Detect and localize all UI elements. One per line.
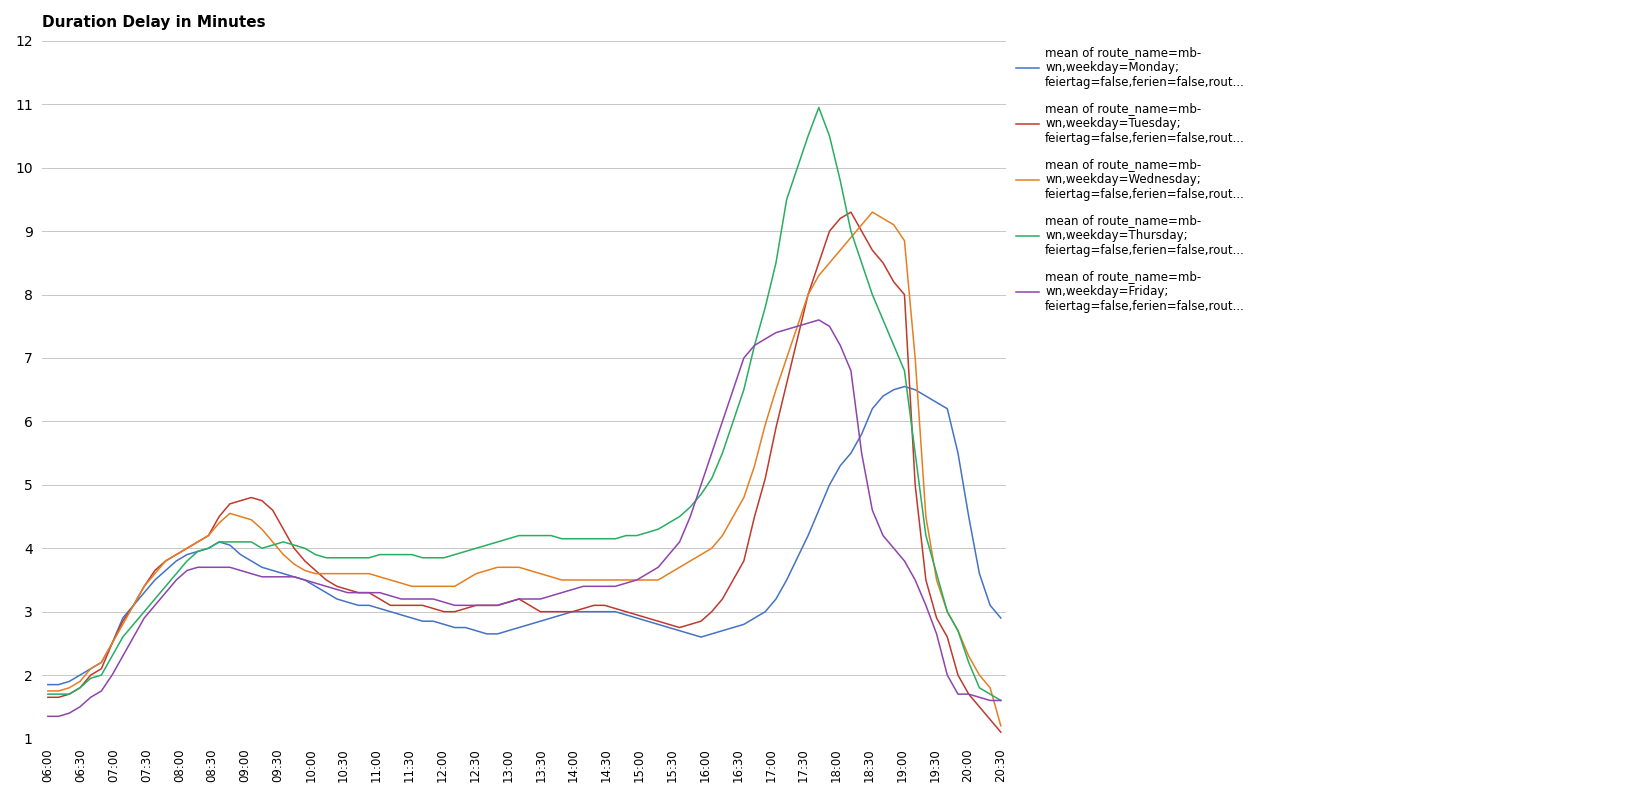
mean of route_name=mb-
wn,weekday=Thursday;
feiertag=false,ferien=false,rout... bbox=[38, 689, 57, 699]
mean of route_name=mb-
wn,weekday=Monday;
feiertag=false,ferien=false,rout... bbox=[851, 430, 871, 439]
mean of route_name=mb-
wn,weekday=Wednesday;
feiertag=false,ferien=false,rout... bbox=[863, 207, 882, 217]
mean of route_name=mb-
wn,weekday=Wednesday;
feiertag=false,ferien=false,rout... bbox=[992, 721, 1011, 731]
mean of route_name=mb-
wn,weekday=Monday;
feiertag=false,ferien=false,rout... bbox=[167, 556, 186, 566]
mean of route_name=mb-
wn,weekday=Friday;
feiertag=false,ferien=false,rout... bbox=[842, 366, 861, 375]
mean of route_name=mb-
wn,weekday=Monday;
feiertag=false,ferien=false,rout... bbox=[327, 595, 346, 604]
mean of route_name=mb-
wn,weekday=Friday;
feiertag=false,ferien=false,rout... bbox=[992, 696, 1011, 705]
mean of route_name=mb-
wn,weekday=Tuesday;
feiertag=false,ferien=false,rout... bbox=[863, 245, 882, 255]
mean of route_name=mb-
wn,weekday=Wednesday;
feiertag=false,ferien=false,rout... bbox=[851, 220, 871, 230]
mean of route_name=mb-
wn,weekday=Wednesday;
feiertag=false,ferien=false,rout... bbox=[959, 651, 979, 661]
mean of route_name=mb-
wn,weekday=Wednesday;
feiertag=false,ferien=false,rout... bbox=[703, 544, 722, 553]
mean of route_name=mb-
wn,weekday=Friday;
feiertag=false,ferien=false,rout... bbox=[327, 585, 346, 595]
mean of route_name=mb-
wn,weekday=Wednesday;
feiertag=false,ferien=false,rout... bbox=[38, 686, 57, 696]
mean of route_name=mb-
wn,weekday=Tuesday;
feiertag=false,ferien=false,rout... bbox=[830, 214, 850, 223]
mean of route_name=mb-
wn,weekday=Friday;
feiertag=false,ferien=false,rout... bbox=[38, 712, 57, 721]
mean of route_name=mb-
wn,weekday=Tuesday;
feiertag=false,ferien=false,rout... bbox=[703, 607, 722, 616]
mean of route_name=mb-
wn,weekday=Friday;
feiertag=false,ferien=false,rout... bbox=[809, 315, 828, 324]
mean of route_name=mb-
wn,weekday=Wednesday;
feiertag=false,ferien=false,rout... bbox=[327, 569, 346, 579]
mean of route_name=mb-
wn,weekday=Monday;
feiertag=false,ferien=false,rout... bbox=[38, 680, 57, 689]
mean of route_name=mb-
wn,weekday=Tuesday;
feiertag=false,ferien=false,rout... bbox=[327, 582, 346, 591]
Text: Duration Delay in Minutes: Duration Delay in Minutes bbox=[42, 15, 266, 30]
mean of route_name=mb-
wn,weekday=Wednesday;
feiertag=false,ferien=false,rout... bbox=[830, 245, 850, 255]
mean of route_name=mb-
wn,weekday=Thursday;
feiertag=false,ferien=false,rout... bbox=[863, 290, 882, 300]
mean of route_name=mb-
wn,weekday=Friday;
feiertag=false,ferien=false,rout... bbox=[863, 505, 882, 515]
mean of route_name=mb-
wn,weekday=Tuesday;
feiertag=false,ferien=false,rout... bbox=[167, 550, 186, 559]
mean of route_name=mb-
wn,weekday=Tuesday;
feiertag=false,ferien=false,rout... bbox=[38, 693, 57, 702]
mean of route_name=mb-
wn,weekday=Thursday;
feiertag=false,ferien=false,rout... bbox=[167, 569, 186, 579]
mean of route_name=mb-
wn,weekday=Friday;
feiertag=false,ferien=false,rout... bbox=[167, 575, 186, 585]
mean of route_name=mb-
wn,weekday=Tuesday;
feiertag=false,ferien=false,rout... bbox=[842, 207, 861, 217]
mean of route_name=mb-
wn,weekday=Thursday;
feiertag=false,ferien=false,rout... bbox=[703, 473, 722, 483]
Line: mean of route_name=mb-
wn,weekday=Wednesday;
feiertag=false,ferien=false,rout...: mean of route_name=mb- wn,weekday=Wednes… bbox=[47, 212, 1002, 726]
mean of route_name=mb-
wn,weekday=Thursday;
feiertag=false,ferien=false,rout... bbox=[992, 696, 1011, 705]
mean of route_name=mb-
wn,weekday=Friday;
feiertag=false,ferien=false,rout... bbox=[703, 449, 722, 458]
mean of route_name=mb-
wn,weekday=Wednesday;
feiertag=false,ferien=false,rout... bbox=[167, 550, 186, 559]
Line: mean of route_name=mb-
wn,weekday=Friday;
feiertag=false,ferien=false,rout...: mean of route_name=mb- wn,weekday=Friday… bbox=[47, 320, 1002, 717]
Line: mean of route_name=mb-
wn,weekday=Tuesday;
feiertag=false,ferien=false,rout...: mean of route_name=mb- wn,weekday=Tuesda… bbox=[47, 212, 1002, 732]
mean of route_name=mb-
wn,weekday=Monday;
feiertag=false,ferien=false,rout... bbox=[895, 382, 915, 391]
mean of route_name=mb-
wn,weekday=Tuesday;
feiertag=false,ferien=false,rout... bbox=[959, 689, 979, 699]
mean of route_name=mb-
wn,weekday=Thursday;
feiertag=false,ferien=false,rout... bbox=[327, 553, 346, 563]
mean of route_name=mb-
wn,weekday=Friday;
feiertag=false,ferien=false,rout... bbox=[959, 689, 979, 699]
Legend: mean of route_name=mb-
wn,weekday=Monday;
feiertag=false,ferien=false,rout..., m: mean of route_name=mb- wn,weekday=Monday… bbox=[1011, 41, 1250, 317]
Line: mean of route_name=mb-
wn,weekday=Thursday;
feiertag=false,ferien=false,rout...: mean of route_name=mb- wn,weekday=Thursd… bbox=[47, 108, 1002, 701]
mean of route_name=mb-
wn,weekday=Monday;
feiertag=false,ferien=false,rout... bbox=[959, 512, 979, 521]
mean of route_name=mb-
wn,weekday=Monday;
feiertag=false,ferien=false,rout... bbox=[992, 613, 1011, 622]
Line: mean of route_name=mb-
wn,weekday=Monday;
feiertag=false,ferien=false,rout...: mean of route_name=mb- wn,weekday=Monday… bbox=[47, 387, 1002, 685]
mean of route_name=mb-
wn,weekday=Monday;
feiertag=false,ferien=false,rout... bbox=[703, 629, 722, 638]
mean of route_name=mb-
wn,weekday=Thursday;
feiertag=false,ferien=false,rout... bbox=[959, 658, 979, 667]
mean of route_name=mb-
wn,weekday=Tuesday;
feiertag=false,ferien=false,rout... bbox=[992, 728, 1011, 737]
mean of route_name=mb-
wn,weekday=Thursday;
feiertag=false,ferien=false,rout... bbox=[842, 226, 861, 236]
mean of route_name=mb-
wn,weekday=Monday;
feiertag=false,ferien=false,rout... bbox=[830, 461, 850, 470]
mean of route_name=mb-
wn,weekday=Thursday;
feiertag=false,ferien=false,rout... bbox=[809, 103, 828, 112]
